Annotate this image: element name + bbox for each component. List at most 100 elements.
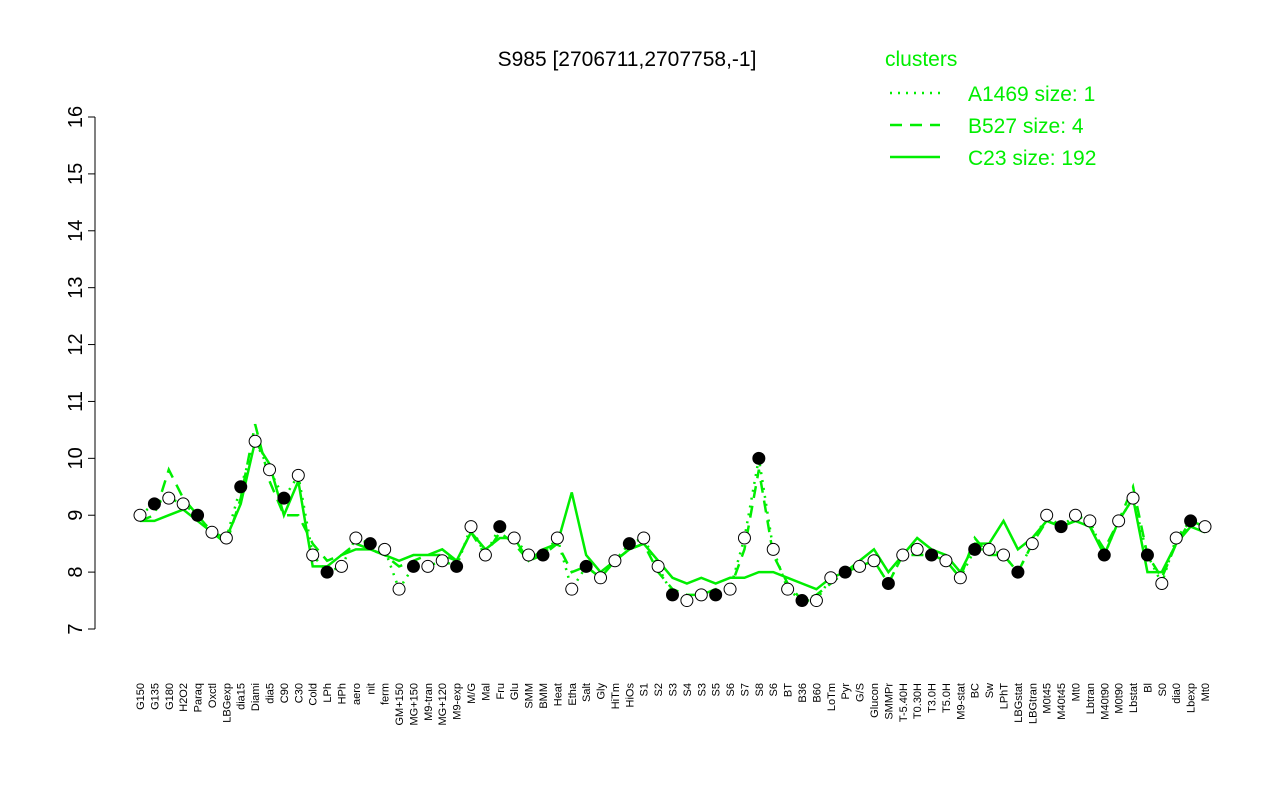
data-point: [1112, 514, 1126, 528]
x-tick-label: Pyr: [840, 683, 852, 700]
data-point: [1126, 491, 1140, 505]
y-tick-label: 7: [65, 623, 87, 634]
data-point: [579, 559, 593, 573]
x-tick-label: C90: [279, 683, 291, 703]
y-tick-label: 11: [65, 391, 87, 412]
y-tick-label: 14: [65, 220, 87, 242]
x-tick-label: S3: [696, 683, 708, 696]
x-tick-label: S6: [768, 683, 780, 696]
x-tick-label: dia15: [236, 683, 248, 710]
data-point: [1184, 514, 1198, 528]
x-tick-label: T0.30H: [912, 683, 924, 719]
data-point: [896, 548, 910, 562]
data-point: [1097, 548, 1111, 562]
data-point: [737, 531, 751, 545]
data-point: [1155, 576, 1169, 590]
x-tick-label: B36: [797, 683, 809, 703]
data-point: [1040, 508, 1054, 522]
x-tick-label: GM+150: [394, 683, 406, 726]
data-point: [349, 531, 363, 545]
data-point: [320, 565, 334, 579]
data-point: [809, 594, 823, 608]
data-point: [968, 542, 982, 556]
x-tick-label: Mt0: [1070, 683, 1082, 701]
data-point: [766, 542, 780, 556]
x-tick-label: HiOs: [624, 683, 636, 708]
x-tick-label: S2: [653, 683, 665, 696]
x-tick-label: H2O2: [178, 683, 190, 712]
data-point: [666, 588, 679, 602]
data-point: [363, 537, 377, 551]
x-tick-label: Glucon: [869, 683, 881, 718]
x-tick-label: M/G: [466, 683, 478, 704]
x-tick-label: M9-tran: [423, 683, 435, 721]
data-point: [723, 582, 737, 596]
x-tick-label: ferm: [380, 683, 392, 705]
data-point: [406, 559, 420, 573]
data-point: [709, 588, 723, 602]
x-tick-label: Mt0: [1200, 683, 1212, 701]
x-tick-label: M0t45: [1042, 683, 1054, 714]
x-tick-label: LPh: [322, 683, 334, 703]
legend-title: clusters: [885, 48, 957, 71]
data-point: [464, 520, 478, 534]
data-point: [1169, 531, 1183, 545]
data-point: [881, 576, 895, 590]
data-point: [982, 542, 996, 556]
x-tick-label: Gly: [596, 683, 608, 700]
x-tick-label: SMMPr: [883, 683, 895, 720]
data-point: [608, 554, 622, 568]
data-point: [536, 548, 550, 562]
x-tick-label: nit: [365, 683, 377, 695]
x-tick-label: M9-stat: [955, 683, 967, 720]
x-tick-label: SMM: [524, 683, 536, 709]
x-tick-label: LBGstat: [1013, 683, 1025, 723]
data-point: [997, 548, 1011, 562]
data-point: [334, 559, 348, 573]
x-tick-label: aero: [351, 683, 363, 705]
data-point: [234, 480, 248, 494]
x-tick-label: Glu: [509, 683, 521, 700]
data-point: [1054, 520, 1068, 534]
x-tick-label: B60: [811, 683, 823, 703]
legend-label: B527 size: 4: [968, 115, 1084, 138]
x-tick-label: T3.0H: [927, 683, 939, 713]
data-point: [953, 571, 967, 585]
x-tick-label: MG+120: [437, 683, 449, 726]
data-point: [550, 531, 564, 545]
data-point: [1083, 514, 1097, 528]
x-tick-label: M0t90: [1114, 683, 1126, 714]
x-tick-label: Lbstat: [1128, 683, 1140, 713]
x-tick-label: Lbexp: [1186, 683, 1198, 713]
x-tick-label: G/S: [855, 683, 867, 702]
data-point: [939, 554, 953, 568]
x-tick-label: M9-exp: [452, 683, 464, 720]
data-point: [450, 559, 464, 573]
x-tick-label: Heat: [552, 683, 564, 706]
data-point: [565, 582, 579, 596]
x-tick-label: T5.0H: [941, 683, 953, 713]
x-tick-label: G150: [135, 683, 147, 710]
data-point: [507, 531, 521, 545]
data-point: [1025, 537, 1039, 551]
data-point: [191, 508, 205, 522]
x-tick-label: C30: [293, 683, 305, 703]
x-tick-label: dia5: [265, 683, 277, 704]
x-tick-label: S3: [668, 683, 680, 696]
data-point: [651, 559, 665, 573]
x-tick-label: Lbtran: [1085, 683, 1097, 714]
y-tick-label: 10: [65, 447, 87, 469]
data-point: [277, 491, 291, 505]
data-point: [522, 548, 536, 562]
y-tick-label: 15: [65, 163, 87, 185]
x-tick-label: LPhT: [999, 683, 1011, 710]
legend-label: C23 size: 192: [968, 147, 1096, 170]
x-tick-label: S6: [725, 683, 737, 696]
x-tick-label: LBGexp: [221, 683, 233, 723]
x-tick-label: HiTm: [610, 683, 622, 709]
y-tick-label: 12: [65, 333, 87, 355]
x-tick-label: HPh: [336, 683, 348, 704]
data-point: [219, 531, 233, 545]
x-tick-label: G135: [149, 683, 161, 710]
